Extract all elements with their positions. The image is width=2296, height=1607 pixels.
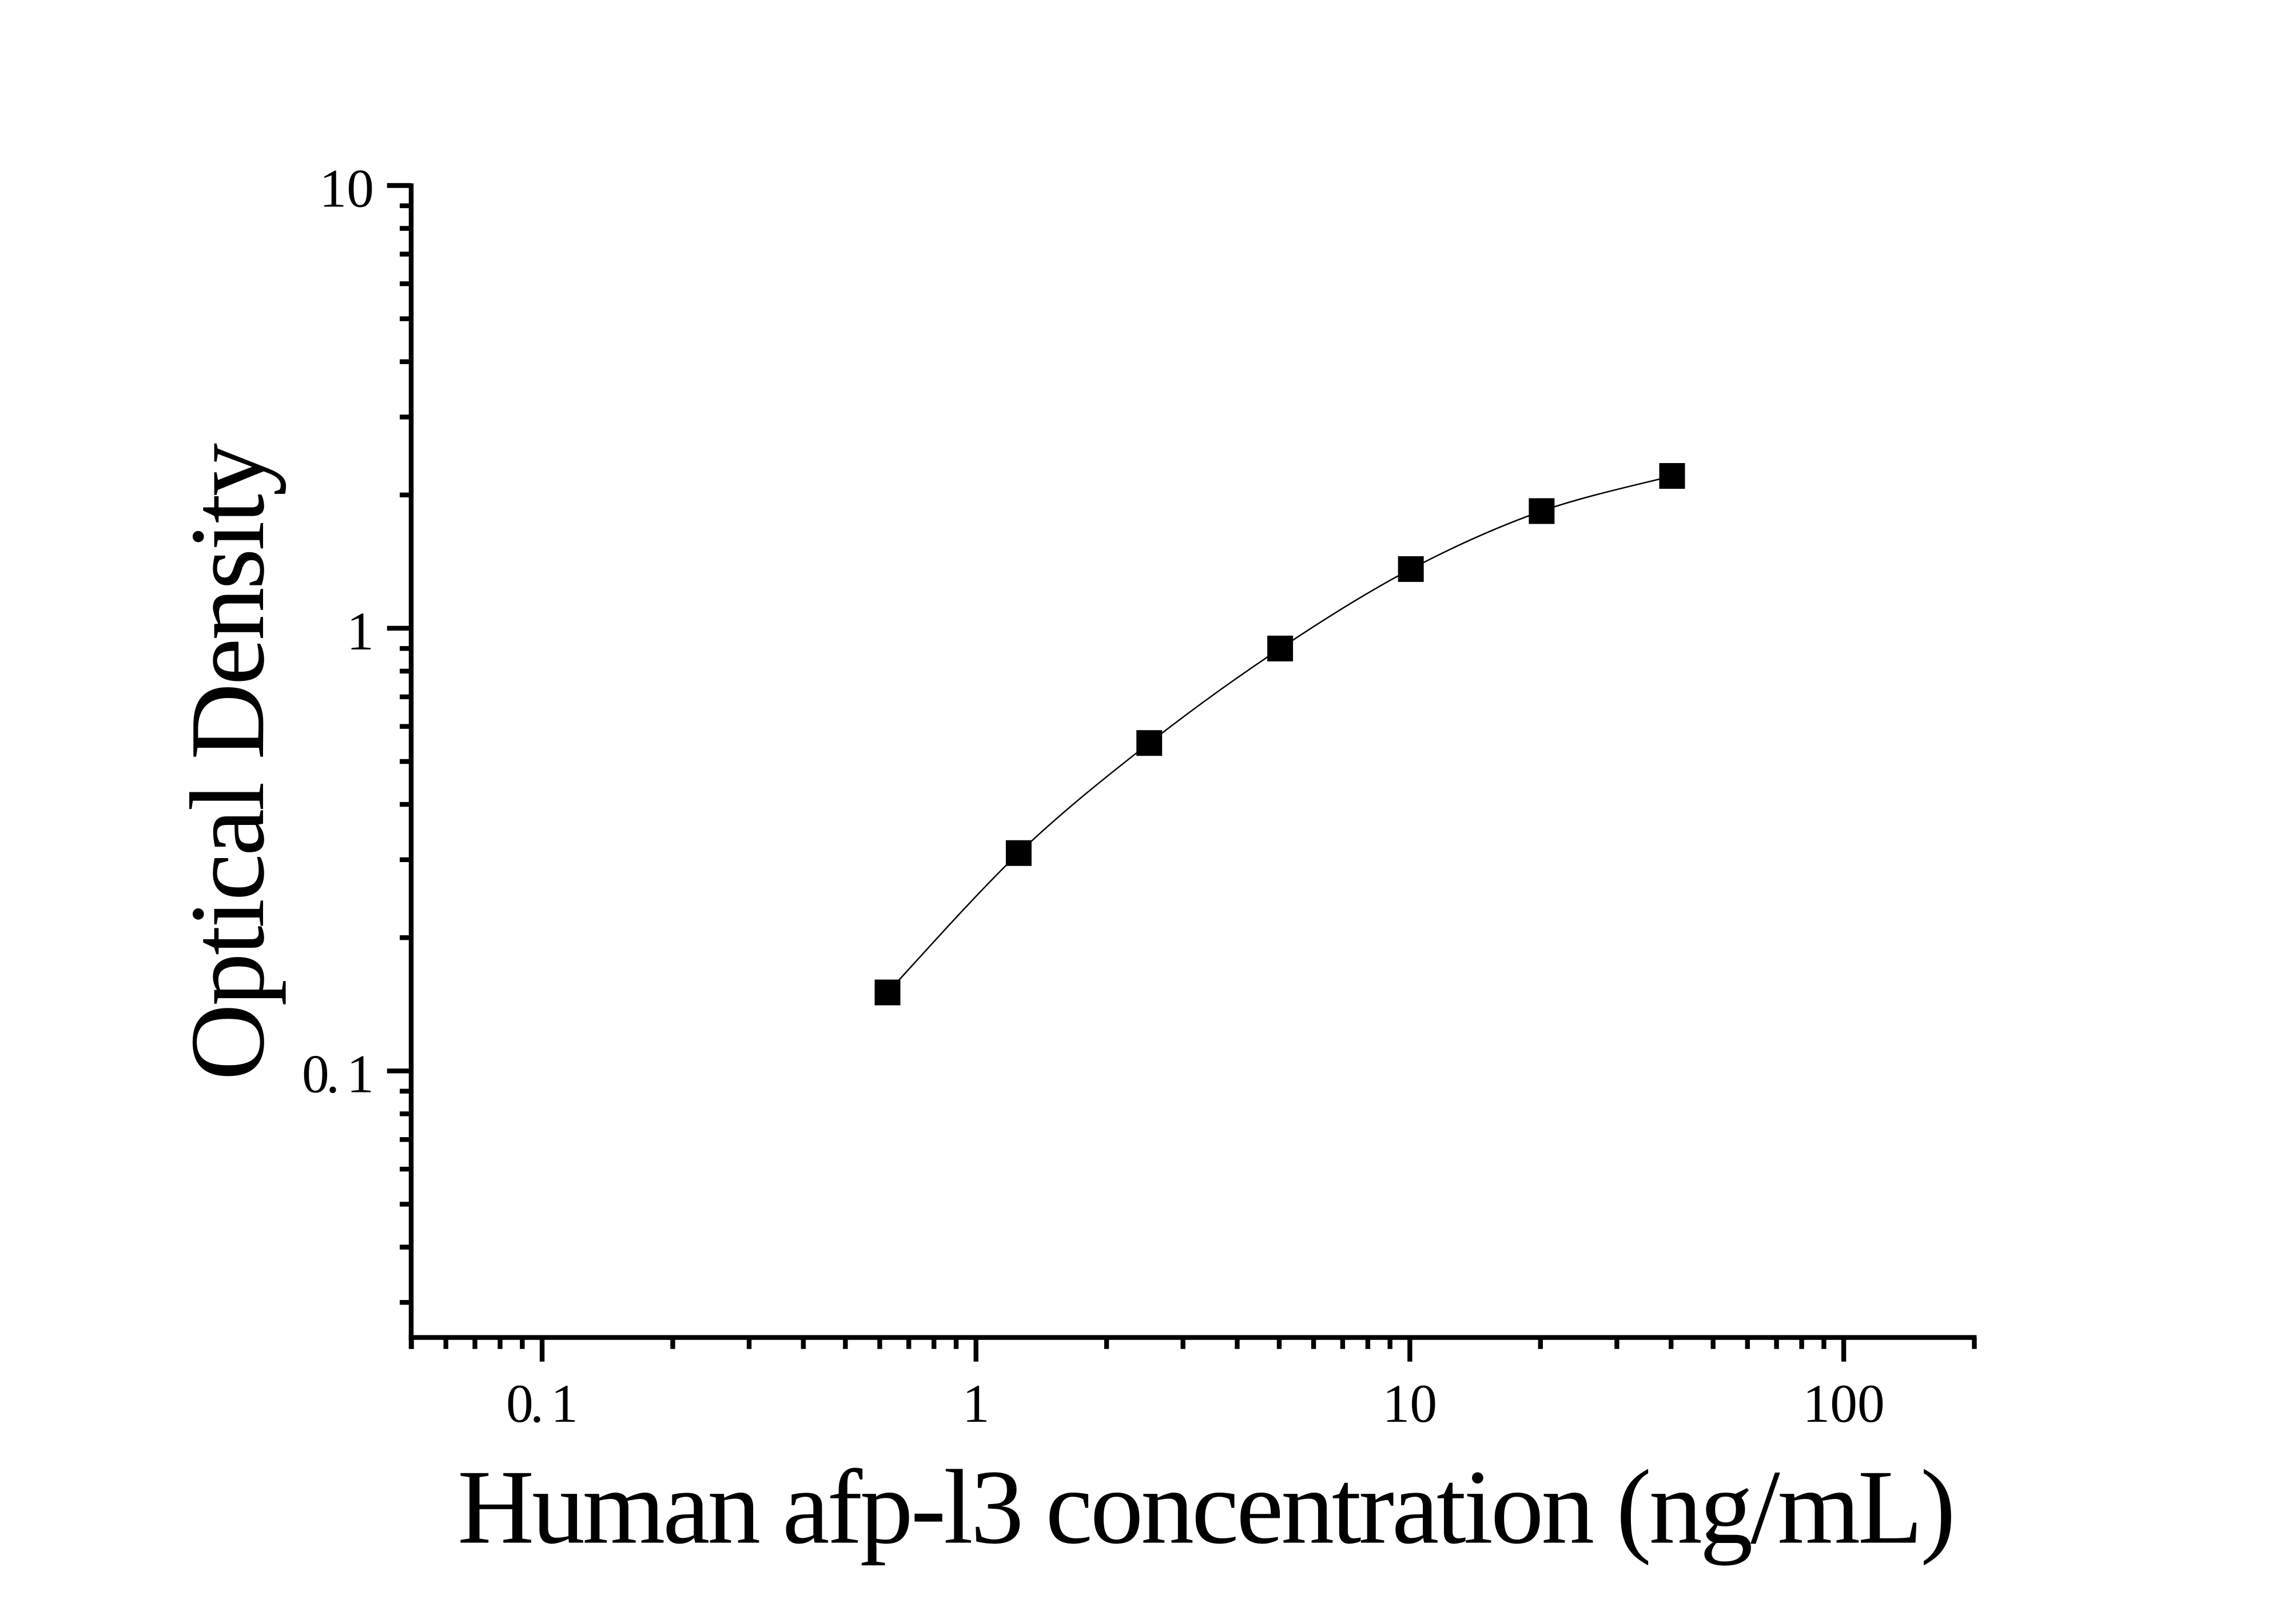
svg-text:10: 10 — [320, 158, 375, 219]
svg-text:0. 1: 0. 1 — [302, 1043, 374, 1104]
svg-text:Optical Density: Optical Density — [169, 443, 286, 1080]
svg-text:1: 1 — [962, 1373, 990, 1434]
svg-text:Human afp-l3 concentration (ng: Human afp-l3 concentration (ng/mL) — [457, 1449, 1956, 1566]
svg-text:0. 1: 0. 1 — [506, 1373, 578, 1434]
svg-text:1: 1 — [347, 601, 374, 661]
svg-text:10: 10 — [1383, 1373, 1438, 1434]
svg-text:100: 100 — [1802, 1373, 1884, 1434]
